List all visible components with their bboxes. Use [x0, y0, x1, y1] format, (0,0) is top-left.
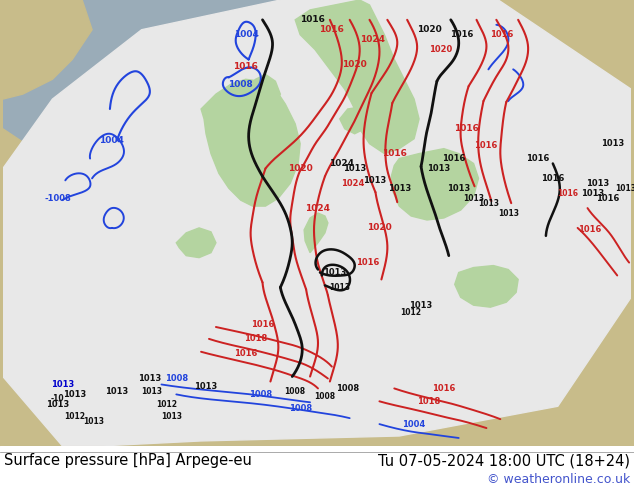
Text: 1016: 1016 [234, 349, 257, 358]
Polygon shape [295, 0, 419, 153]
Polygon shape [176, 228, 216, 258]
Text: 1013: 1013 [363, 176, 386, 185]
Text: 1013: 1013 [498, 209, 519, 218]
Text: 1013: 1013 [478, 198, 499, 208]
Text: 1016: 1016 [320, 25, 344, 34]
Text: 1016: 1016 [557, 189, 578, 198]
Text: 1008: 1008 [336, 384, 359, 393]
Text: 1020: 1020 [367, 223, 392, 232]
Text: 1024: 1024 [341, 179, 365, 188]
Polygon shape [304, 213, 328, 253]
Text: 1016: 1016 [382, 149, 407, 158]
Text: 1004: 1004 [403, 419, 426, 429]
Polygon shape [3, 0, 92, 99]
Text: 1016: 1016 [595, 194, 619, 203]
Text: 1016: 1016 [442, 154, 465, 163]
Text: 1016: 1016 [432, 384, 455, 393]
Text: 1016: 1016 [526, 154, 550, 163]
Text: 1024: 1024 [329, 159, 354, 168]
Text: 1012: 1012 [401, 308, 422, 317]
Text: 1004: 1004 [100, 136, 124, 145]
Text: 1013: 1013 [138, 374, 161, 383]
Text: 1016: 1016 [474, 141, 497, 150]
Polygon shape [3, 0, 631, 446]
Text: 1018: 1018 [244, 334, 267, 343]
Polygon shape [379, 0, 631, 169]
Polygon shape [340, 107, 368, 134]
Text: 1016: 1016 [233, 62, 258, 71]
Text: 1013: 1013 [463, 194, 484, 203]
Text: 1013: 1013 [323, 268, 346, 277]
Text: 1008: 1008 [249, 390, 272, 399]
Text: 1013: 1013 [329, 283, 351, 292]
Text: 1016: 1016 [454, 124, 479, 133]
Text: 1012: 1012 [156, 400, 177, 409]
Polygon shape [391, 148, 479, 220]
Text: 1004: 1004 [234, 30, 259, 39]
Text: 1008: 1008 [228, 80, 253, 89]
Text: 1013: 1013 [427, 164, 451, 173]
Text: 1020: 1020 [342, 60, 367, 69]
Text: 1013: 1013 [105, 387, 129, 396]
Text: 1016: 1016 [489, 30, 513, 39]
Text: Surface pressure [hPa] Arpege-eu: Surface pressure [hPa] Arpege-eu [4, 453, 252, 468]
Text: 1008: 1008 [288, 404, 312, 413]
Text: 1013: 1013 [387, 184, 411, 193]
Text: 1016: 1016 [578, 225, 601, 234]
Text: 1013: 1013 [161, 412, 182, 421]
Text: 1016: 1016 [251, 319, 274, 328]
Polygon shape [498, 159, 631, 446]
Text: 1024: 1024 [360, 35, 385, 44]
Text: 1008: 1008 [285, 387, 306, 396]
Polygon shape [201, 79, 300, 206]
Text: 1013: 1013 [84, 416, 105, 426]
Text: 1016: 1016 [356, 258, 379, 267]
Text: 1013: 1013 [600, 139, 624, 148]
Text: 1013: 1013 [141, 387, 162, 396]
Polygon shape [245, 74, 280, 109]
Text: 1013: 1013 [195, 382, 217, 391]
Text: 1024: 1024 [306, 203, 330, 213]
Text: 1020: 1020 [288, 164, 313, 173]
Text: 1008: 1008 [165, 374, 188, 383]
Polygon shape [3, 347, 631, 446]
Text: 1016: 1016 [541, 174, 564, 183]
Text: 1008: 1008 [314, 392, 335, 401]
Text: 1016: 1016 [450, 30, 474, 39]
Text: 1013: 1013 [46, 400, 69, 409]
Text: © weatheronline.co.uk: © weatheronline.co.uk [487, 473, 630, 487]
Text: 1013: 1013 [615, 184, 634, 193]
Text: 1016: 1016 [300, 15, 325, 24]
Text: 1020: 1020 [417, 25, 441, 34]
Text: 1012: 1012 [64, 412, 85, 421]
Text: 1013: 1013 [581, 189, 604, 198]
Text: 1020: 1020 [429, 45, 453, 54]
Text: 1013: 1013 [51, 380, 74, 389]
Text: 1013: 1013 [410, 301, 432, 310]
Text: 1013: 1013 [586, 179, 609, 188]
Polygon shape [3, 0, 631, 446]
Text: 1013: 1013 [63, 390, 86, 399]
Text: 1013: 1013 [343, 164, 366, 173]
Text: -10: -10 [51, 394, 64, 403]
Polygon shape [455, 266, 518, 307]
Polygon shape [3, 129, 42, 446]
Text: Tu 07-05-2024 18:00 UTC (18+24): Tu 07-05-2024 18:00 UTC (18+24) [378, 453, 630, 468]
Text: 1018: 1018 [417, 397, 441, 406]
Text: 1013: 1013 [447, 184, 470, 193]
Text: -1008: -1008 [44, 194, 71, 203]
